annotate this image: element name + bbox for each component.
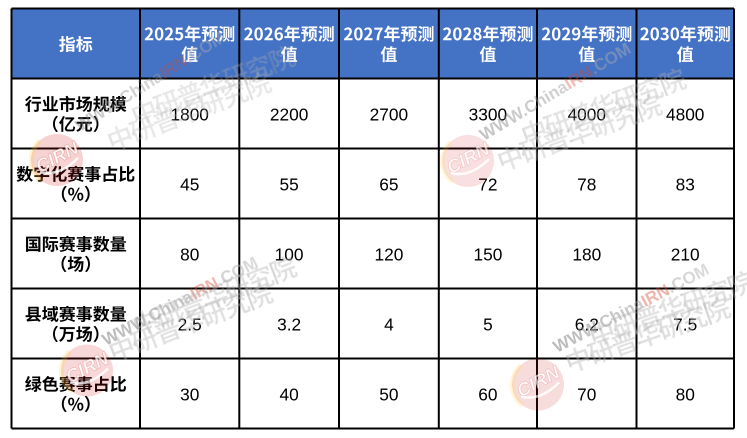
svg-text:120: 120 (374, 245, 403, 265)
svg-text:100: 100 (275, 245, 304, 265)
svg-text:4: 4 (384, 315, 394, 335)
svg-text:3.2: 3.2 (277, 315, 301, 335)
svg-text:2700: 2700 (370, 105, 408, 125)
svg-text:210: 210 (671, 245, 700, 265)
svg-text:30: 30 (180, 385, 199, 405)
svg-text:70: 70 (577, 385, 596, 405)
svg-text:150: 150 (473, 245, 502, 265)
svg-text:55: 55 (279, 175, 298, 195)
svg-text:40: 40 (279, 385, 298, 405)
svg-text:180: 180 (572, 245, 601, 265)
svg-text:2200: 2200 (270, 105, 308, 125)
svg-text:4800: 4800 (666, 105, 704, 125)
svg-text:45: 45 (180, 175, 199, 195)
svg-text:78: 78 (577, 175, 596, 195)
svg-text:60: 60 (478, 385, 497, 405)
svg-text:80: 80 (180, 245, 199, 265)
svg-text:65: 65 (379, 175, 398, 195)
svg-text:80: 80 (676, 385, 695, 405)
svg-text:83: 83 (676, 175, 695, 195)
svg-text:5: 5 (483, 315, 493, 335)
svg-text:50: 50 (379, 385, 398, 405)
